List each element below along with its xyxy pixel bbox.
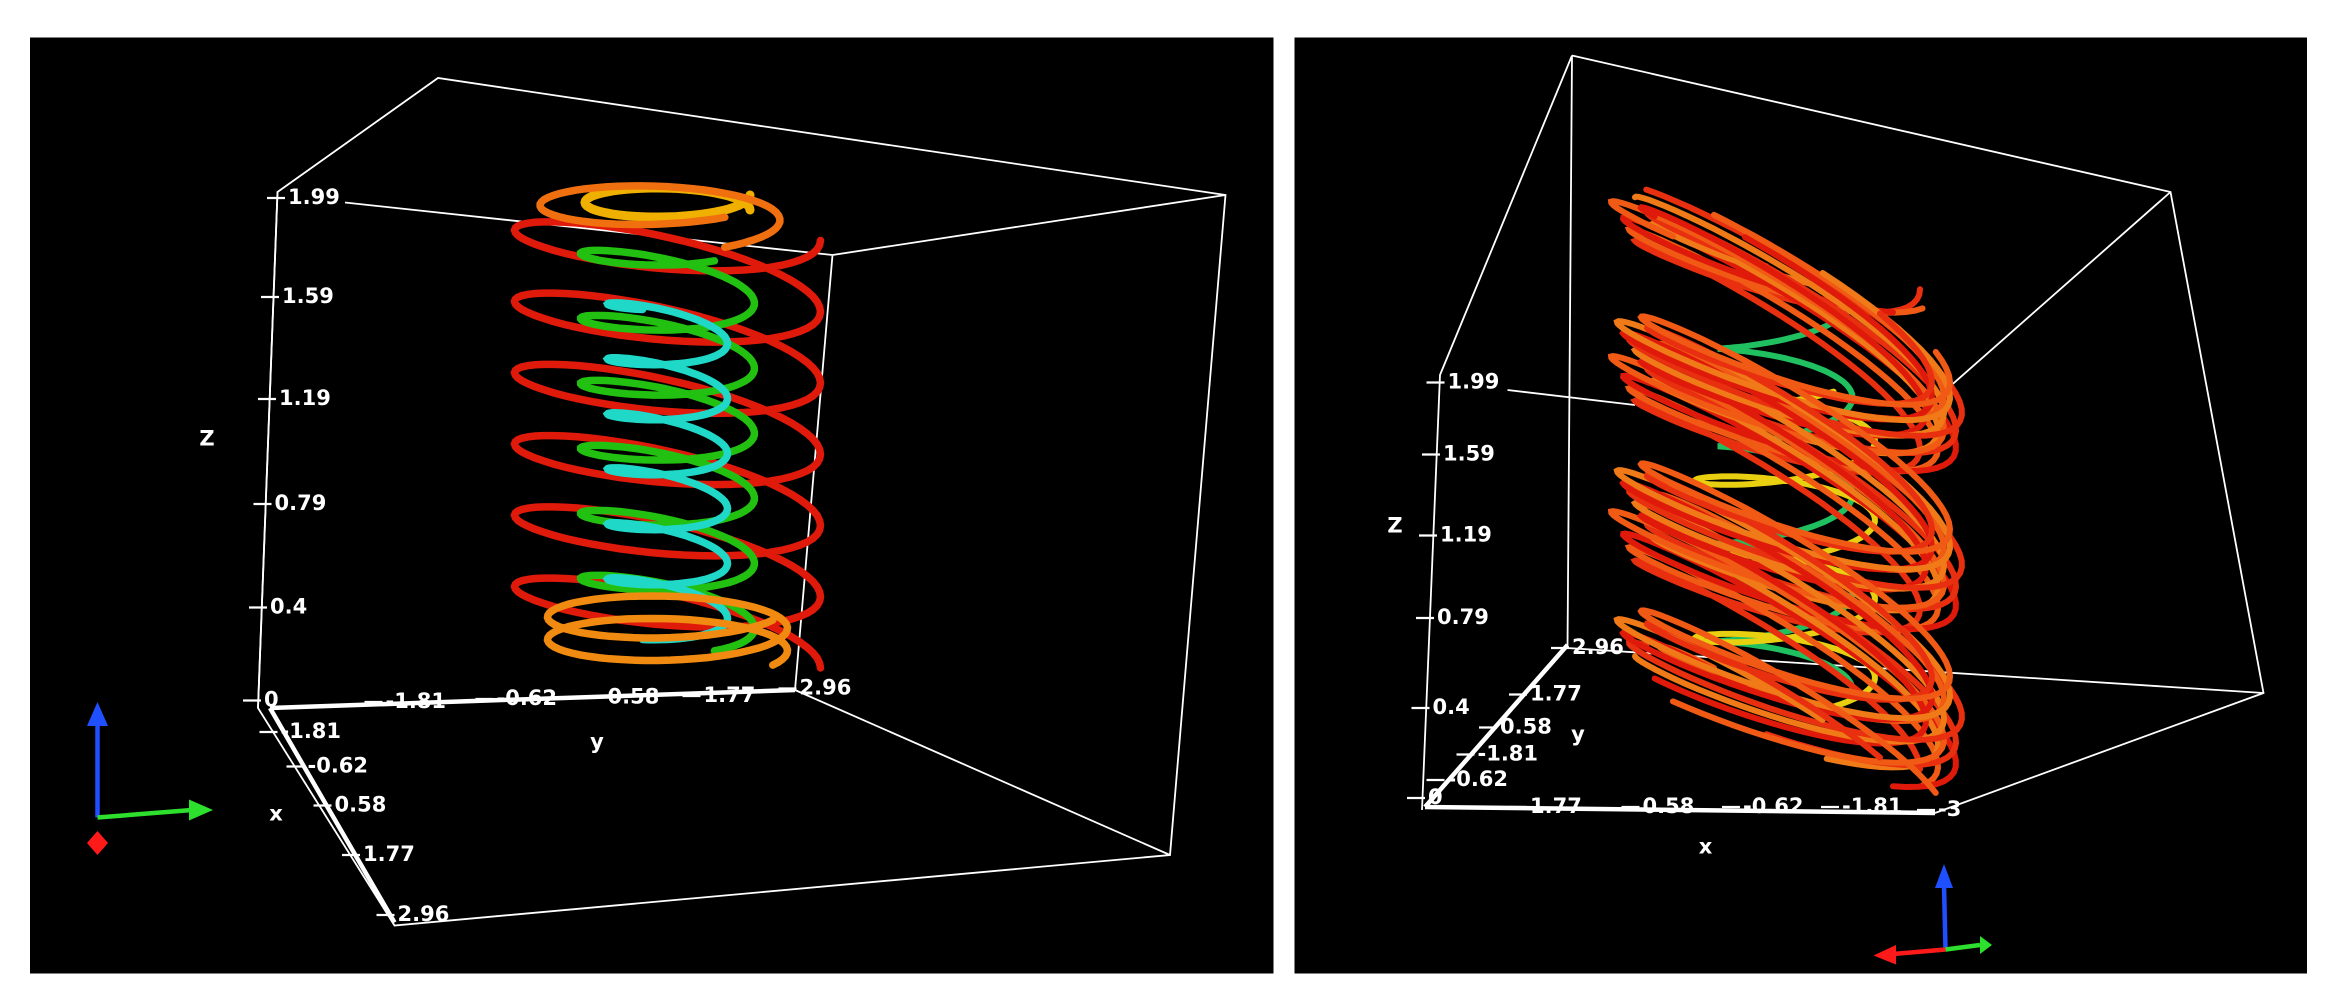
y-tick-label: 2.96 <box>800 676 852 700</box>
z-tick-label: 0 <box>264 688 279 712</box>
x-tick-label: 1.77 <box>1530 794 1582 818</box>
y-tick-label: 1.77 <box>1530 682 1582 706</box>
y-tick-label: 0.58 <box>608 685 660 709</box>
right-orientation-triad <box>1873 864 1992 965</box>
left-helices <box>510 182 825 672</box>
y-tick-label: -0.62 <box>1448 767 1509 791</box>
x-tick-label: 0.58 <box>1643 794 1695 818</box>
x-tick-label: -1.81 <box>1842 794 1903 818</box>
helix-tube <box>543 592 792 669</box>
z-tick-label: 0 <box>1428 785 1443 809</box>
helix-tube <box>1613 270 1954 723</box>
z-tick-label: 0.4 <box>270 595 307 619</box>
z-tick-label: 1.59 <box>282 284 334 308</box>
x-axis-label: x <box>269 802 283 826</box>
x-tick-label: 1.77 <box>363 842 415 866</box>
y-tick-label: 1.77 <box>704 683 756 707</box>
left-axes <box>257 191 796 924</box>
y-axis-label: y <box>1571 722 1585 746</box>
helix-tube <box>1648 220 1942 771</box>
z-tick-label: 1.99 <box>1448 370 1500 394</box>
helix-tube <box>510 218 825 672</box>
helix-tube <box>602 299 732 644</box>
x-tick-label: -3 <box>1938 797 1961 821</box>
z-axis-label: Z <box>1387 514 1402 538</box>
z-tick-label: 0.79 <box>275 491 327 515</box>
y-tick-label: 2.96 <box>1572 635 1624 659</box>
helix-tube <box>1643 310 1935 761</box>
y-tick-label: -1.81 <box>386 689 447 713</box>
helix-tube <box>1625 186 1965 743</box>
helix-tube <box>536 182 784 251</box>
x-tick-label: -1.81 <box>281 719 342 743</box>
z-tick-label: 1.59 <box>1443 442 1495 466</box>
x-tick-label: -0.62 <box>308 754 369 778</box>
z-tick-label: 1.19 <box>279 386 331 410</box>
y-tick-label: -1.81 <box>1478 742 1539 766</box>
z-axis-label: Z <box>199 427 214 451</box>
y-tick-label: 0.58 <box>1500 715 1552 739</box>
y-axis-label: y <box>590 730 604 754</box>
z-tick-label: 0.4 <box>1433 695 1470 719</box>
y-tick-label: -0.62 <box>497 686 558 710</box>
x-tick-label: -0.62 <box>1743 794 1804 818</box>
x-tick-label: 2.96 <box>398 902 450 926</box>
helix-tube <box>1630 237 1924 773</box>
z-tick-label: 1.99 <box>288 185 340 209</box>
left-viewport <box>30 37 1274 974</box>
right-helices <box>1607 186 1965 796</box>
axis-labels: 1.991.591.190.790.40Z-1.81 -0.62 0.58 1.77 2… <box>199 185 1961 926</box>
x-tick-label: 0.58 <box>335 793 387 817</box>
z-tick-label: 0.79 <box>1437 605 1489 629</box>
helix-tube <box>1636 204 1930 747</box>
right-bounding-box <box>1421 54 2265 814</box>
helix-tube <box>1637 313 1954 796</box>
z-tick-label: 1.19 <box>1440 523 1492 547</box>
left-orientation-triad <box>87 702 213 855</box>
x-axis-label: x <box>1699 835 1713 859</box>
right-viewport <box>1294 37 2307 974</box>
